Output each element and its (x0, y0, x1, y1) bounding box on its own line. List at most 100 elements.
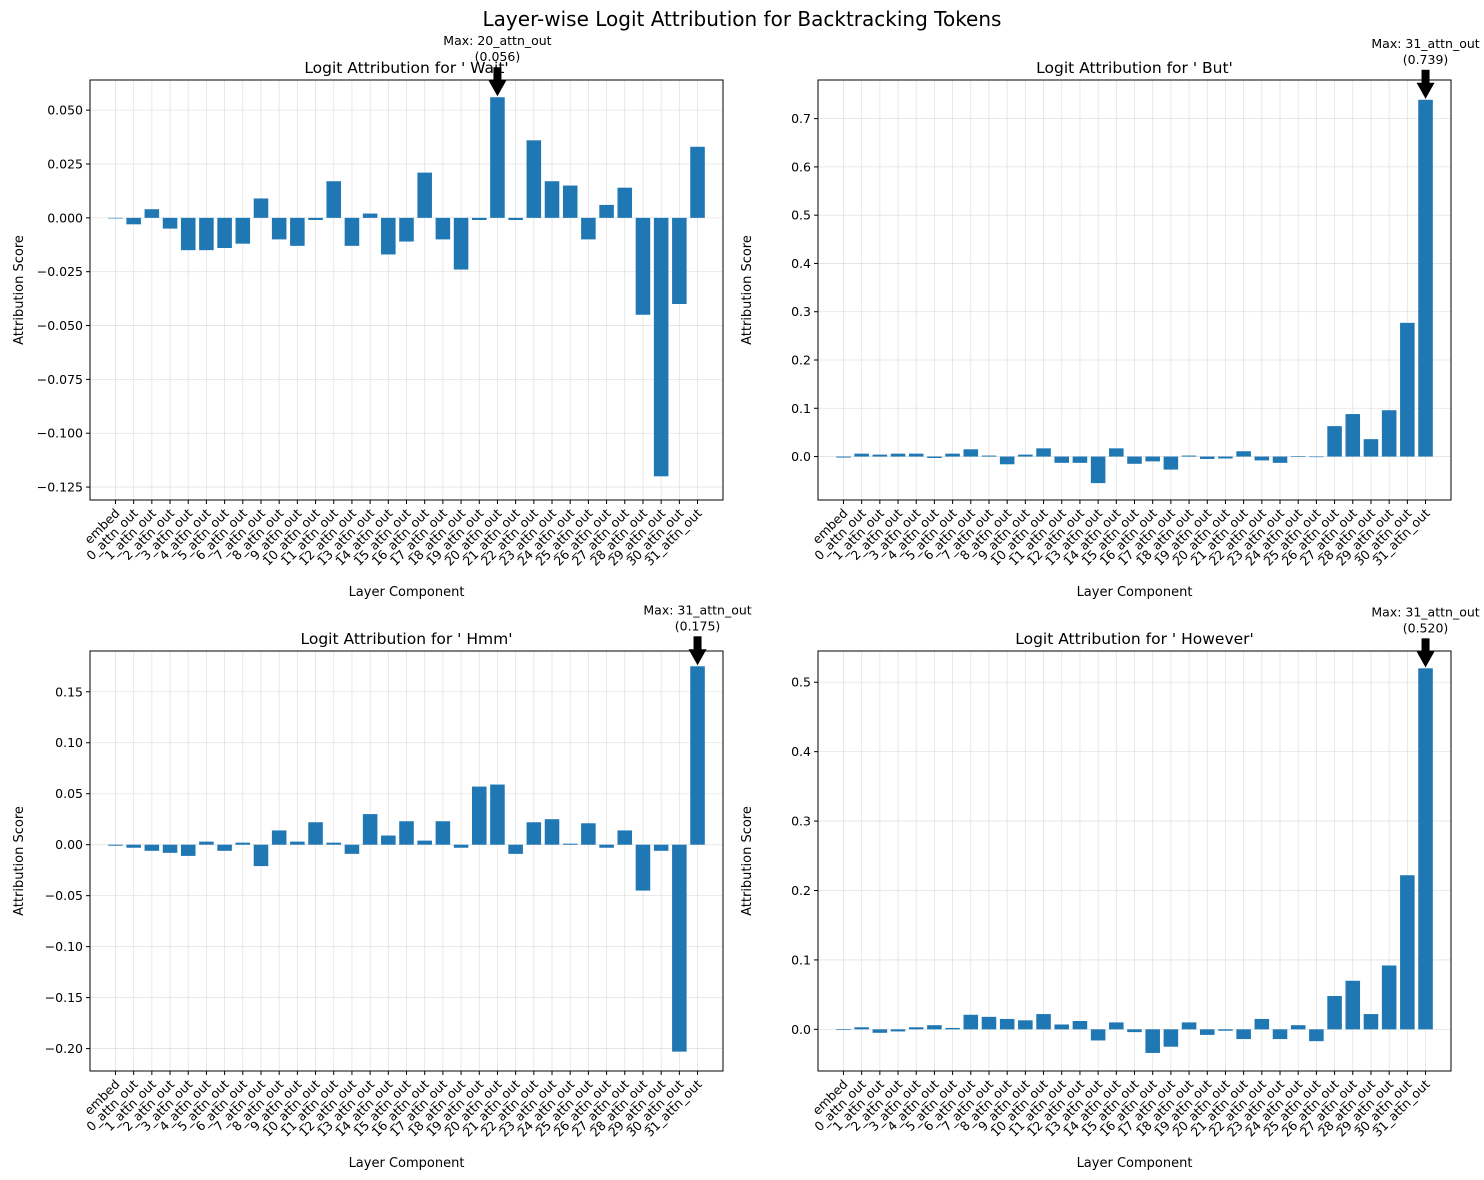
bar-7-attn-out (253, 844, 269, 867)
panel-but: 0.7 0.6 0.5 0.4 0.3 0.2 0.1 0.0 embed0_attn_out1… (740, 36, 1480, 600)
grid (90, 80, 723, 500)
bar-12-attn-out (1072, 1021, 1088, 1030)
bar-4-attn-out (927, 1025, 942, 1030)
bars (108, 97, 705, 477)
bar-11-attn-out (326, 181, 342, 218)
figure-title: Layer-wise Logit Attribution for Backtra… (483, 7, 1002, 31)
bar-10-attn-out (1036, 1014, 1051, 1030)
bar-3-attn-out (180, 844, 196, 856)
panel-however: 0.5 0.4 0.3 0.2 0.1 0.0 embed0_attn_out1_attn_… (740, 604, 1480, 1171)
y-tick-label: 0.3 (791, 304, 811, 319)
bar-28-attn-out (1363, 439, 1379, 457)
bar-embed (108, 844, 123, 846)
bar-20-attn-out (1218, 456, 1233, 459)
bar-19-attn-out (471, 786, 487, 845)
bar-10-attn-out (308, 217, 323, 220)
bar-1-attn-out (872, 454, 888, 457)
max-value-label: (0.739) (1403, 52, 1449, 67)
bar-21-attn-out (1236, 451, 1251, 457)
bar-7-attn-out (253, 198, 269, 218)
bar-11-attn-out (1054, 456, 1070, 463)
bar-18-attn-out (453, 217, 469, 270)
bar-16-attn-out (417, 172, 432, 218)
bar-16-attn-out (417, 840, 432, 845)
arrow-shaft (493, 67, 502, 82)
bar-8-attn-out (999, 1018, 1015, 1030)
bar-4-attn-out (199, 841, 214, 845)
max-annotation: Max: 31_attn_out(0.175) (643, 602, 752, 666)
bar-13-attn-out (362, 814, 378, 845)
bars (108, 666, 705, 1052)
bar-15-attn-out (1127, 1029, 1142, 1033)
x-axis: embed0_attn_out1_attn_out2_attn_out3_att… (81, 1071, 705, 1140)
bar-30-attn-out (1400, 875, 1415, 1030)
y-axis: 0.050 0.025 0.000 −0.025 −0.050 −0.075 −0.100 −… (37, 103, 90, 495)
bar-28-attn-out (635, 844, 651, 891)
bar-26-attn-out (1327, 426, 1342, 457)
y-tick-label: 0.5 (791, 675, 811, 690)
bar-5-attn-out (217, 217, 232, 248)
bar-24-attn-out (1290, 1025, 1306, 1030)
max-label: Max: 31_attn_out (1371, 604, 1479, 619)
bar-15-attn-out (399, 217, 414, 242)
y-tick-label: −0.050 (37, 318, 83, 333)
bar-5-attn-out (945, 453, 960, 457)
bar-4-attn-out (927, 456, 942, 458)
bar-16-attn-out (1145, 456, 1160, 462)
arrow-head (1416, 82, 1435, 99)
bar-29-attn-out (653, 844, 669, 851)
bar-26-attn-out (1327, 996, 1342, 1030)
bar-29-attn-out (1381, 410, 1397, 457)
bar-22-attn-out (1254, 456, 1270, 461)
bar-7-attn-out (981, 1016, 997, 1030)
max-annotation: Max: 31_attn_out(0.739) (1371, 36, 1480, 99)
y-tick-label: 0.0 (791, 449, 811, 464)
y-tick-label: −0.025 (37, 264, 83, 279)
arrow-head (1416, 651, 1435, 668)
arrow-shaft (693, 636, 702, 651)
bar-2-attn-out (162, 217, 178, 229)
bar-2-attn-out (890, 453, 906, 457)
bar-23-attn-out (1272, 456, 1288, 463)
max-value-label: (0.520) (1403, 620, 1449, 635)
y-tick-label: 0.4 (791, 256, 811, 271)
y-tick-label: 0.00 (55, 837, 83, 852)
bar-13-attn-out (1090, 1029, 1106, 1041)
bar-6-attn-out (963, 449, 979, 457)
bar-15-attn-out (1127, 456, 1142, 464)
max-value-label: (0.056) (475, 49, 521, 64)
bar-20-attn-out (1218, 1029, 1233, 1031)
y-tick-label: 0.2 (791, 353, 811, 368)
grid (90, 651, 723, 1071)
y-tick-label: −0.15 (45, 990, 83, 1005)
bar-27-attn-out (1345, 414, 1361, 457)
bar-23-attn-out (1272, 1029, 1288, 1040)
bar-9-attn-out (1018, 1020, 1033, 1030)
bar-0-attn-out (126, 844, 141, 848)
max-label: Max: 31_attn_out (1371, 36, 1479, 51)
y-tick-label: 0.0 (791, 1022, 811, 1037)
x-axis-label: Layer Component (1077, 585, 1193, 600)
bar-25-attn-out (1309, 1029, 1324, 1042)
panel-hmm: 0.15 0.10 0.05 0.00 −0.05 −0.10 −0.15 −0.20 embe… (12, 602, 752, 1171)
y-tick-label: −0.125 (37, 480, 83, 495)
x-axis-label: Layer Component (1077, 1156, 1193, 1171)
bar-0-attn-out (854, 1027, 869, 1030)
bar-8-attn-out (271, 830, 287, 845)
bar-31-attn-out (690, 666, 705, 845)
bar-27-attn-out (617, 187, 633, 218)
y-tick-label: 0.5 (791, 208, 811, 223)
y-axis-label: Attribution Score (12, 806, 27, 916)
arrow-shaft (1421, 638, 1430, 653)
y-tick-label: −0.075 (37, 372, 83, 387)
bar-31-attn-out (1418, 99, 1433, 457)
bar-25-attn-out (1309, 456, 1324, 458)
bar-embed (108, 217, 123, 219)
bar-13-attn-out (1090, 456, 1106, 484)
bar-14-attn-out (381, 835, 396, 845)
bar-16-attn-out (1145, 1029, 1160, 1053)
bar-28-attn-out (635, 217, 651, 315)
y-tick-label: 0.10 (55, 735, 83, 750)
y-tick-label: 0.4 (791, 744, 811, 759)
bar-31-attn-out (1418, 668, 1433, 1030)
